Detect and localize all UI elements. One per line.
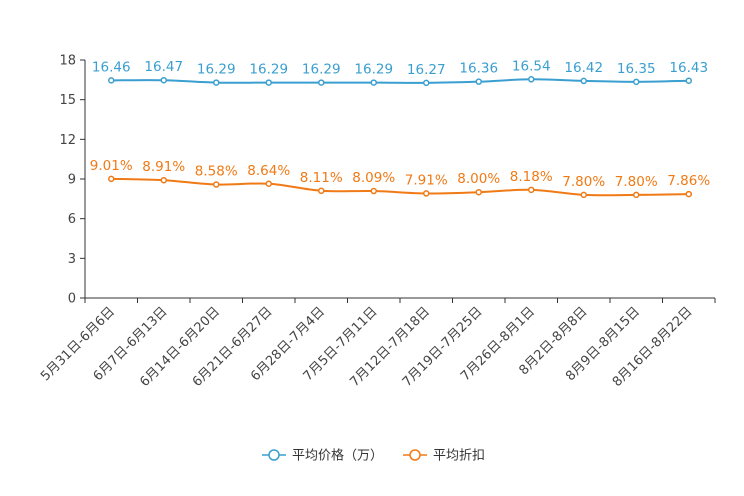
legend-circle-marker xyxy=(268,449,280,461)
data-point xyxy=(475,78,482,85)
data-point xyxy=(318,187,325,195)
data-label: 16.42 xyxy=(564,60,603,76)
series-1: 16.46 16.47 16.29 16.29 16.29 16.29 16.27 16.36… xyxy=(92,58,708,87)
series-layer: 16.46 16.47 16.29 16.29 16.29 16.29 16.27 16.36… xyxy=(90,58,710,199)
data-label: 16.54 xyxy=(512,58,551,74)
data-point xyxy=(528,76,535,83)
data-label: 8.00% xyxy=(457,171,500,187)
data-point xyxy=(370,79,377,86)
data-label: 8.09% xyxy=(352,170,395,186)
series-2: 9.01% 8.91% 8.58% 8.64% 8.11% 8.09% 7.91% 8.00%… xyxy=(90,158,710,199)
y-tick-label: 3 xyxy=(68,252,76,267)
data-label: 8.11% xyxy=(300,170,343,186)
y-tick-label: 0 xyxy=(68,292,76,307)
data-point xyxy=(108,175,115,183)
data-label: 7.80% xyxy=(615,174,658,190)
data-label: 16.35 xyxy=(617,61,656,77)
data-label: 16.36 xyxy=(459,61,498,77)
data-point xyxy=(160,76,167,84)
data-point xyxy=(580,191,587,199)
data-point xyxy=(685,77,692,85)
data-label: 8.91% xyxy=(142,159,185,175)
data-point xyxy=(633,191,640,199)
data-label: 8.58% xyxy=(195,164,238,180)
chart-legend[interactable]: 平均价格（万） 平均折扣 xyxy=(262,448,485,464)
y-tick-label: 9 xyxy=(68,173,76,188)
legend-item-2[interactable]: 平均折扣 xyxy=(403,449,485,464)
data-point xyxy=(475,188,482,196)
series-line xyxy=(111,78,689,84)
data-point xyxy=(213,181,220,188)
data-point xyxy=(213,79,220,86)
y-tick-label: 12 xyxy=(59,133,76,148)
data-label: 16.47 xyxy=(144,59,183,75)
y-tick-label: 6 xyxy=(68,212,76,227)
legend-item-1[interactable]: 平均价格（万） xyxy=(262,448,383,464)
legend-label: 平均折扣 xyxy=(433,449,485,464)
data-label: 16.43 xyxy=(669,60,708,76)
data-label: 16.29 xyxy=(249,62,288,78)
data-point xyxy=(423,79,430,87)
legend-circle-marker xyxy=(409,449,421,461)
data-point xyxy=(265,180,272,188)
series-line xyxy=(111,177,689,197)
data-point xyxy=(423,190,430,197)
data-point xyxy=(265,79,272,86)
data-label: 16.46 xyxy=(92,59,131,75)
data-point xyxy=(528,186,535,194)
data-point xyxy=(580,77,587,85)
data-point xyxy=(318,79,325,86)
data-label: 8.18% xyxy=(510,169,553,185)
chart-axes: 03691215185月31日-6月6日6月7日-6月13日6月14日-6月20… xyxy=(38,54,716,390)
y-tick-label: 18 xyxy=(59,54,76,69)
y-tick-label: 15 xyxy=(59,93,76,108)
data-point xyxy=(685,190,692,198)
data-label: 16.29 xyxy=(354,62,393,78)
data-point xyxy=(633,78,640,86)
data-point xyxy=(370,187,377,195)
data-label: 9.01% xyxy=(90,158,133,174)
data-label: 16.29 xyxy=(197,62,236,78)
data-label: 8.64% xyxy=(247,163,290,179)
data-label: 7.91% xyxy=(405,172,448,188)
data-point xyxy=(108,77,115,84)
data-label: 7.80% xyxy=(562,174,605,190)
data-label: 16.29 xyxy=(302,62,341,78)
legend-label: 平均价格（万） xyxy=(292,448,383,464)
data-point xyxy=(160,176,167,184)
data-label: 16.27 xyxy=(407,62,446,78)
data-label: 7.86% xyxy=(667,173,710,189)
